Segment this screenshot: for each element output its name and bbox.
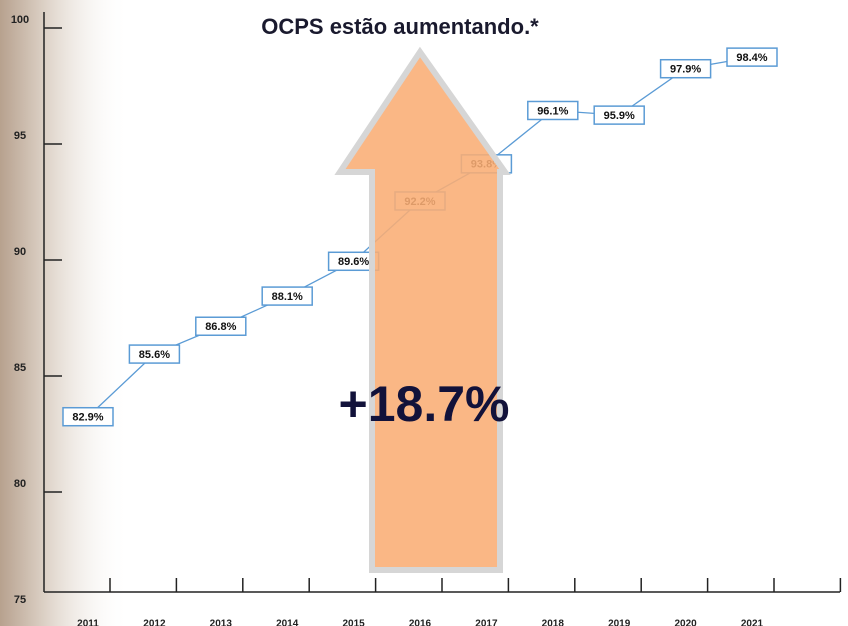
value-label: 97.9% bbox=[670, 64, 701, 76]
x-tick-label: 2021 bbox=[741, 619, 764, 626]
value-label: 82.9% bbox=[72, 412, 103, 424]
y-tick-label: 75 bbox=[14, 594, 26, 606]
chart-title: OCPS estão aumentando.* bbox=[261, 14, 539, 39]
y-tick-label: 95 bbox=[14, 130, 26, 142]
x-tick-label: 2020 bbox=[674, 619, 697, 626]
x-tick-label: 2015 bbox=[342, 619, 365, 626]
x-tick-label: 2011 bbox=[77, 619, 99, 626]
x-tick-label: 2012 bbox=[143, 619, 166, 626]
value-label: 86.8% bbox=[205, 321, 236, 333]
y-tick-label: 85 bbox=[14, 362, 26, 374]
y-tick-label: 100 bbox=[11, 14, 29, 26]
x-tick-label: 2017 bbox=[475, 619, 498, 626]
value-label: 95.9% bbox=[604, 110, 635, 122]
background-photo bbox=[0, 0, 130, 626]
value-label: 98.4% bbox=[736, 52, 767, 64]
x-tick-label: 2018 bbox=[542, 619, 565, 626]
chart: OCPS estão aumentando.* 75 80 85 90 95 100 201… bbox=[0, 0, 848, 626]
x-tick-label: 2019 bbox=[608, 619, 631, 626]
y-tick-label: 80 bbox=[14, 478, 26, 490]
value-label: 85.6% bbox=[139, 349, 170, 361]
value-label: 96.1% bbox=[537, 105, 568, 117]
x-tick-label: 2013 bbox=[210, 619, 233, 626]
arrow bbox=[340, 52, 505, 570]
y-tick-label: 90 bbox=[14, 246, 26, 258]
value-label: 89.6% bbox=[338, 256, 369, 268]
annotation: +18.7% bbox=[339, 376, 510, 432]
value-label: 88.1% bbox=[272, 291, 303, 303]
x-tick-label: 2016 bbox=[409, 619, 432, 626]
x-tick-label: 2014 bbox=[276, 619, 299, 626]
